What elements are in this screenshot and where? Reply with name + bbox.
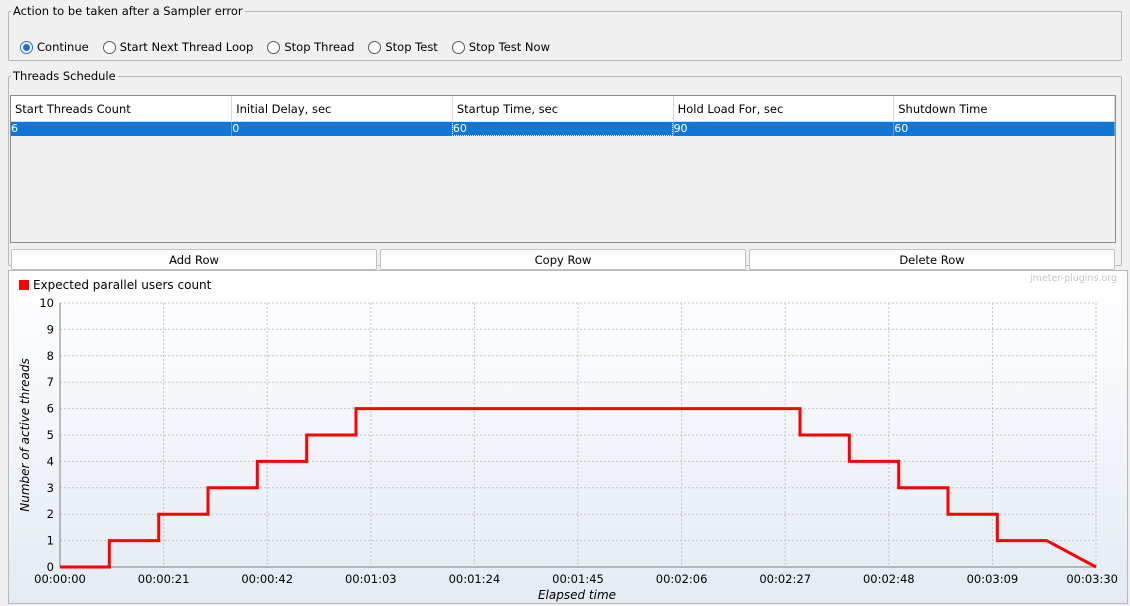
column-header[interactable]: Start Threads Count xyxy=(11,96,233,122)
threads-chart-panel: Expected parallel users count jmeter-plu… xyxy=(8,270,1128,604)
column-header[interactable]: Hold Load For, sec xyxy=(673,96,895,122)
y-tick-label: 5 xyxy=(47,428,54,442)
table-cell[interactable]: 6 xyxy=(11,121,233,136)
radio-start-next-thread-loop[interactable]: Start Next Thread Loop xyxy=(102,40,254,54)
column-header[interactable]: Initial Delay, sec xyxy=(231,96,453,122)
x-tick-label: 00:01:24 xyxy=(449,572,501,586)
radio-unchecked-icon[interactable] xyxy=(267,40,281,54)
table-cell[interactable]: 90 xyxy=(673,121,895,136)
legend-label: Expected parallel users count xyxy=(33,278,212,292)
y-tick-label: 7 xyxy=(47,375,54,389)
radio-label: Stop Test Now xyxy=(468,40,550,54)
x-tick-label: 00:02:06 xyxy=(656,572,708,586)
y-tick-label: 2 xyxy=(47,507,54,521)
table-row[interactable]: 6 0 60 90 60 xyxy=(11,121,1115,136)
threads-schedule-table-container[interactable]: Start Threads Count Initial Delay, sec S… xyxy=(10,95,1116,243)
radio-stop-test[interactable]: Stop Test xyxy=(368,40,438,54)
radio-unchecked-icon[interactable] xyxy=(102,40,116,54)
x-tick-label: 00:00:21 xyxy=(138,572,190,586)
threads-schedule-legend: Threads Schedule xyxy=(13,69,116,83)
radio-unchecked-icon[interactable] xyxy=(451,40,465,54)
threads-schedule-table[interactable]: Start Threads Count Initial Delay, sec S… xyxy=(11,96,1115,136)
add-row-button[interactable]: Add Row xyxy=(11,249,377,270)
copy-row-button[interactable]: Copy Row xyxy=(380,249,746,270)
x-tick-label: 00:01:45 xyxy=(552,572,604,586)
x-tick-label: 00:00:00 xyxy=(34,572,86,586)
table-header-row: Start Threads Count Initial Delay, sec S… xyxy=(11,96,1115,122)
y-tick-label: 4 xyxy=(47,454,54,468)
x-tick-label: 00:00:42 xyxy=(241,572,293,586)
y-tick-label: 0 xyxy=(47,560,54,574)
radio-label: Start Next Thread Loop xyxy=(119,40,254,54)
y-tick-label: 6 xyxy=(47,402,54,416)
y-tick-label: 10 xyxy=(39,296,54,310)
delete-row-button[interactable]: Delete Row xyxy=(749,249,1115,270)
radio-unchecked-icon[interactable] xyxy=(368,40,382,54)
x-tick-label: 00:03:30 xyxy=(1066,572,1118,586)
x-tick-label: 00:01:03 xyxy=(345,572,397,586)
y-axis-ticks: 0 1 2 3 4 5 6 7 8 9 10 xyxy=(39,296,54,574)
radio-checked-icon[interactable] xyxy=(20,40,33,54)
x-tick-label: 00:02:27 xyxy=(759,572,811,586)
x-tick-label: 00:03:09 xyxy=(967,572,1019,586)
x-axis-label: Elapsed time xyxy=(538,588,616,602)
watermark: jmeter-plugins.org xyxy=(1029,273,1117,284)
y-tick-label: 3 xyxy=(47,481,54,495)
radio-continue[interactable]: Continue xyxy=(20,40,89,54)
table-cell[interactable]: 0 xyxy=(231,121,453,136)
radio-label: Stop Test xyxy=(385,40,438,54)
table-cell[interactable]: 60 xyxy=(452,121,674,136)
threads-chart: Expected parallel users count jmeter-plu… xyxy=(18,273,1118,602)
radio-stop-thread[interactable]: Stop Thread xyxy=(267,40,354,54)
sampler-error-legend: Action to be taken after a Sampler error xyxy=(13,4,243,18)
radio-stop-test-now[interactable]: Stop Test Now xyxy=(451,40,550,54)
y-axis-label: Number of active threads xyxy=(18,358,32,512)
column-header[interactable]: Shutdown Time xyxy=(893,96,1115,122)
column-header[interactable]: Startup Time, sec xyxy=(452,96,674,122)
radio-label: Stop Thread xyxy=(284,40,355,54)
threads-schedule-panel: Threads Schedule Start Threads Count Ini… xyxy=(8,69,1122,270)
series-line xyxy=(60,407,1097,569)
legend-swatch xyxy=(19,280,29,290)
x-tick-label: 00:02:48 xyxy=(863,572,915,586)
radio-label: Continue xyxy=(37,40,89,54)
table-cell[interactable]: 60 xyxy=(893,121,1115,136)
chart-grid xyxy=(60,302,1097,567)
y-tick-label: 9 xyxy=(47,322,54,336)
y-tick-label: 1 xyxy=(47,534,54,548)
y-tick-label: 8 xyxy=(47,349,54,363)
table-buttons: Add Row Copy Row Delete Row xyxy=(11,249,1115,271)
x-axis-ticks: 00:00:00 00:00:21 00:00:42 00:01:03 00:01:24… xyxy=(34,572,1118,586)
sampler-error-options: Continue Start Next Thread Loop Stop Thr… xyxy=(20,40,550,54)
sampler-error-panel: Action to be taken after a Sampler error… xyxy=(8,4,1122,61)
